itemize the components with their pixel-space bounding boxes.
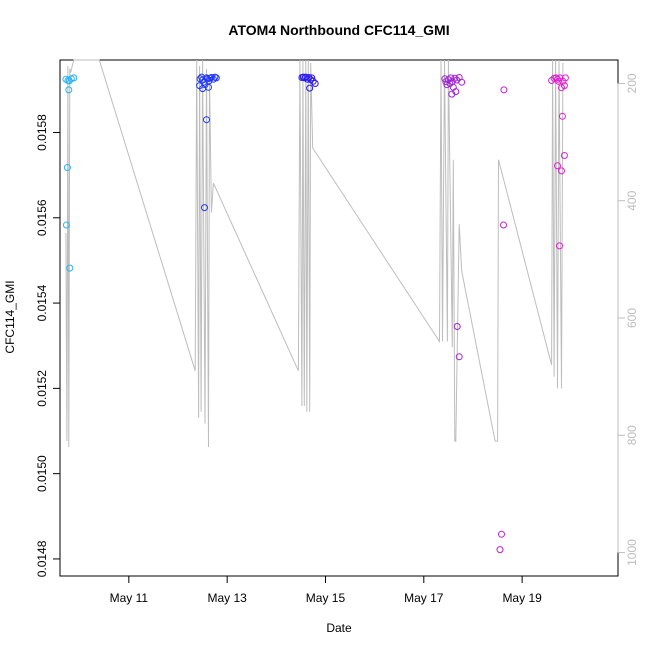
y-tick-label: 0.0158	[35, 114, 49, 151]
plot-frame	[59, 59, 619, 577]
y-tick-label: 0.0148	[35, 540, 49, 577]
data-point	[558, 167, 565, 175]
data-point	[458, 78, 466, 86]
x-tick-label: May 19	[502, 591, 542, 605]
data-point	[309, 77, 317, 85]
data-point	[212, 74, 220, 82]
y-axis: 0.0148 0.0150 0.0152 0.0154 0.0156 0.0158	[35, 114, 60, 577]
data-point	[298, 74, 306, 81]
y-tick-label: 0.0152	[35, 370, 49, 407]
y2-tick-label: 200	[625, 73, 639, 93]
data-point	[306, 84, 314, 92]
x-axis: May 11 May 13 May 15 May 17 May 19	[110, 576, 542, 605]
data-point	[500, 86, 508, 94]
x-tick-label: May 17	[404, 591, 444, 605]
data-point	[203, 116, 210, 124]
y2-tick-label: 800	[625, 425, 639, 445]
data-point	[560, 152, 568, 159]
data-point	[452, 88, 460, 96]
data-point	[496, 546, 504, 554]
data-point	[305, 74, 313, 81]
y2-axis: 200 400 600 800 1000	[617, 73, 639, 566]
y-tick-label: 0.0156	[35, 199, 49, 236]
data-point	[556, 242, 563, 250]
x-axis-label: Date	[326, 621, 352, 635]
y-tick-label: 0.0150	[35, 455, 49, 492]
y2-tick-label: 600	[625, 308, 639, 328]
data-point	[62, 75, 70, 83]
data-point	[451, 74, 459, 82]
data-point	[207, 74, 215, 81]
x-tick-label: May 13	[207, 591, 247, 605]
data-point	[498, 530, 505, 538]
data-point	[211, 73, 219, 81]
data-point	[201, 204, 208, 212]
data-point	[308, 74, 316, 82]
data-point	[561, 74, 569, 82]
data-point	[455, 353, 463, 361]
data-point	[62, 221, 70, 229]
y2-tick-label: 400	[625, 190, 639, 210]
pressure-line	[65, 59, 564, 448]
data-point	[63, 164, 71, 171]
data-point	[560, 82, 568, 90]
x-tick-label: May 15	[306, 591, 346, 605]
data-point	[447, 74, 455, 82]
y2-tick-label: 1000	[625, 539, 639, 566]
data-point	[558, 112, 566, 120]
cfc114-series	[62, 73, 569, 554]
data-point	[311, 80, 319, 87]
data-point	[65, 86, 73, 94]
y-axis-label: CFC114_GMI	[3, 280, 17, 353]
data-point	[453, 323, 461, 330]
pressure-series	[65, 59, 564, 448]
data-point	[70, 74, 78, 82]
x-tick-label: May 11	[110, 591, 149, 605]
data-point	[555, 77, 562, 85]
data-point	[66, 264, 74, 272]
y-tick-label: 0.0154	[35, 284, 49, 321]
data-point	[500, 221, 507, 229]
data-point	[554, 162, 561, 170]
chart-title: ATOM4 Northbound CFC114_GMI	[228, 22, 449, 38]
data-point	[205, 83, 212, 91]
